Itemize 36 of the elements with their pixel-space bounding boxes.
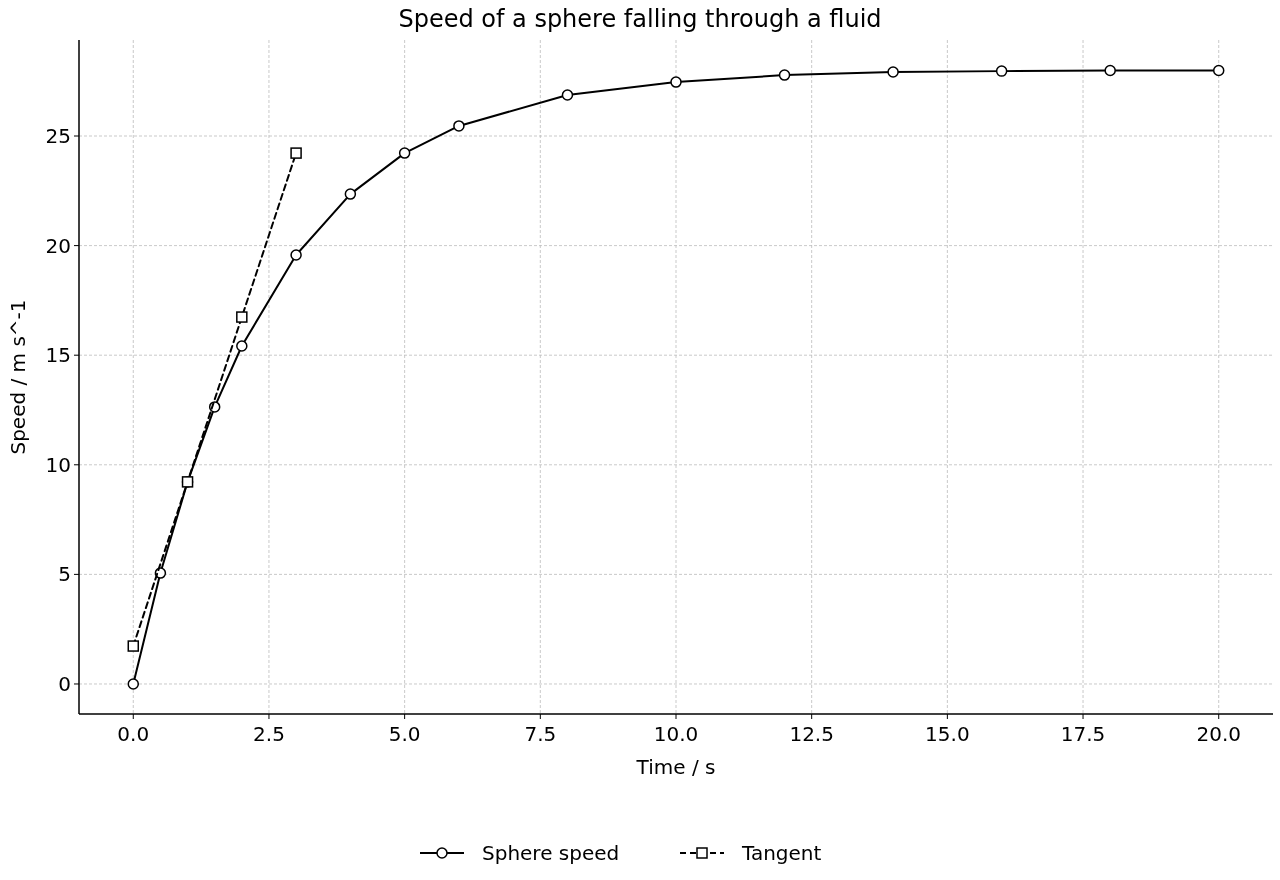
- legend-label: Tangent: [741, 841, 822, 865]
- y-tick-label: 25: [45, 124, 71, 148]
- point: [778, 69, 791, 81]
- point: [398, 147, 411, 159]
- y-tick-label: 15: [45, 343, 71, 368]
- point: [887, 66, 899, 78]
- y-tick-label: 5: [58, 562, 71, 587]
- point: [453, 120, 465, 132]
- x-tick-label: 7.5: [524, 722, 557, 746]
- point: [290, 249, 302, 261]
- y-axis-title: Speed / m s^-1: [6, 299, 30, 455]
- point: [995, 65, 1008, 77]
- y-tick-label: 20: [45, 233, 71, 258]
- chart-title: Speed of a sphere falling through a fluid: [398, 5, 882, 33]
- point: [670, 76, 682, 88]
- point: [1104, 64, 1116, 77]
- x-tick-label: 15.0: [925, 722, 970, 746]
- point: [344, 188, 357, 200]
- x-tick-label: 5.0: [388, 722, 421, 746]
- point: [236, 340, 248, 352]
- point: [1212, 64, 1225, 77]
- x-tick-label: 20.0: [1196, 722, 1241, 746]
- y-tick-label: 10: [45, 452, 71, 477]
- x-tick-label: 0.0: [117, 722, 150, 746]
- x-axis-title: Time / s: [635, 755, 716, 779]
- point: [561, 89, 574, 101]
- point: [290, 147, 302, 159]
- y-tick-label: 0: [58, 671, 71, 696]
- point: [127, 678, 140, 690]
- x-tick-label: 2.5: [253, 722, 285, 746]
- x-tick-label: 12.5: [789, 722, 834, 746]
- legend-label: Sphere speed: [482, 841, 620, 865]
- x-tick-label: 17.5: [1060, 722, 1106, 746]
- point: [127, 640, 140, 652]
- x-tick-label: 10.0: [653, 722, 699, 746]
- point: [236, 311, 248, 323]
